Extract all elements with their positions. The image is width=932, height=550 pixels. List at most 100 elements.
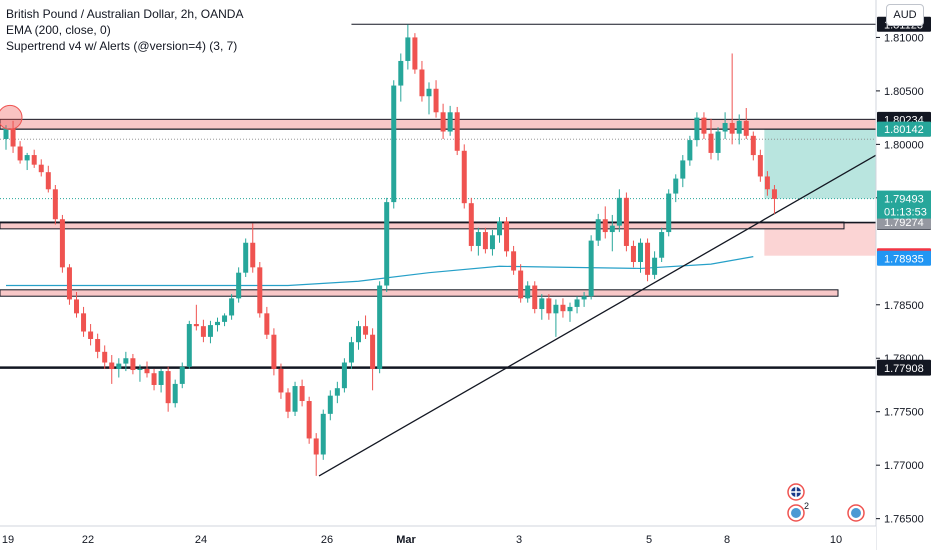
- candle-body: [426, 88, 432, 97]
- y-tick-label: 1.80000: [884, 139, 924, 151]
- candle-body: [363, 326, 369, 335]
- candle-body: [468, 203, 474, 246]
- x-tick-label: 8: [724, 534, 730, 546]
- time-axis: 19 22 24 26 Mar 3 5 8 10: [0, 525, 876, 550]
- candle: [497, 217, 502, 243]
- candle: [666, 189, 672, 237]
- candle: [468, 197, 474, 252]
- candle: [299, 379, 305, 407]
- candle: [750, 131, 756, 161]
- candle: [539, 294, 545, 320]
- candle-body: [440, 112, 446, 132]
- trendline: [318, 148, 888, 477]
- supertrend-legend[interactable]: Supertrend v4 w/ Alerts (@version=4) (3,…: [6, 39, 238, 53]
- candle: [144, 361, 150, 378]
- candle-body: [419, 69, 425, 97]
- ema-legend[interactable]: EMA (200, close, 0): [6, 23, 111, 37]
- x-tick-label: 3: [516, 534, 522, 546]
- currency-button[interactable]: AUD: [886, 4, 924, 26]
- candle-body: [207, 325, 213, 337]
- candle: [638, 238, 643, 273]
- candle-body: [736, 120, 742, 134]
- candle-body: [680, 160, 686, 179]
- candle: [419, 60, 425, 102]
- candle-body: [151, 373, 157, 385]
- countdown-label: 01:13:53: [884, 207, 927, 219]
- x-tick-label: 19: [2, 534, 14, 546]
- candle: [511, 245, 517, 275]
- candle-body: [461, 150, 467, 204]
- x-tick-label: Mar: [396, 534, 416, 546]
- candle: [341, 358, 347, 393]
- candle-body: [391, 85, 397, 203]
- price-axis: 1.810001.805001.800001.795001.785001.780…: [875, 0, 932, 550]
- candle: [45, 165, 51, 193]
- candle: [200, 319, 206, 343]
- candle-body: [45, 172, 51, 190]
- candle-body: [454, 112, 460, 151]
- candle-body: [158, 371, 164, 385]
- candle: [447, 105, 453, 136]
- candle: [165, 366, 171, 412]
- candle: [708, 118, 714, 160]
- candle: [250, 223, 256, 273]
- candle-body: [652, 257, 658, 275]
- candle: [179, 362, 185, 389]
- candle: [271, 328, 277, 376]
- candle-body: [546, 298, 552, 314]
- candle: [243, 238, 249, 277]
- candle: [66, 264, 72, 305]
- candle: [81, 306, 87, 337]
- candle: [52, 185, 58, 225]
- candle: [412, 33, 418, 74]
- candle: [356, 320, 361, 350]
- candle: [405, 24, 411, 70]
- candle: [398, 53, 404, 102]
- candle: [546, 294, 552, 320]
- event-core: [791, 508, 801, 518]
- candle: [17, 141, 23, 164]
- candle: [193, 304, 199, 331]
- candle: [518, 264, 524, 303]
- candle-body: [715, 131, 721, 153]
- candle: [3, 125, 9, 150]
- globe-icon[interactable]: [847, 504, 865, 522]
- candle-body: [59, 219, 65, 268]
- candle: [172, 379, 178, 408]
- current-price-tag: 1.79493: [884, 194, 924, 206]
- candle-body: [334, 388, 340, 396]
- candle-body: [222, 315, 228, 322]
- candle-body: [285, 392, 291, 412]
- candle: [109, 355, 115, 384]
- candle-body: [116, 363, 122, 369]
- symbol-legend[interactable]: British Pound / Australian Dollar, 2h, O…: [6, 7, 244, 21]
- candle-body: [475, 232, 481, 246]
- candle: [715, 127, 721, 161]
- candle: [391, 80, 397, 209]
- candle-body: [257, 267, 263, 314]
- candle: [595, 213, 601, 246]
- candle: [461, 144, 467, 209]
- candle-body: [673, 178, 679, 194]
- candle: [236, 267, 242, 303]
- candle-body: [52, 189, 58, 220]
- candle: [757, 149, 763, 182]
- candle: [440, 103, 446, 140]
- candle: [123, 351, 129, 372]
- candle-body: [292, 386, 298, 412]
- candle-body: [764, 176, 770, 190]
- candle-body: [595, 219, 601, 241]
- candle-body: [313, 438, 319, 455]
- candle-body: [236, 272, 242, 299]
- candle-body: [687, 140, 693, 161]
- candle: [736, 114, 742, 145]
- uk-flag-icon[interactable]: [787, 483, 805, 501]
- x-tick-label: 24: [195, 534, 207, 546]
- candle: [313, 433, 319, 476]
- globe-icon[interactable]: 2: [787, 501, 809, 522]
- candle: [609, 214, 615, 252]
- candle-body: [743, 120, 749, 136]
- candle: [482, 227, 488, 254]
- sr-zone: [0, 289, 839, 297]
